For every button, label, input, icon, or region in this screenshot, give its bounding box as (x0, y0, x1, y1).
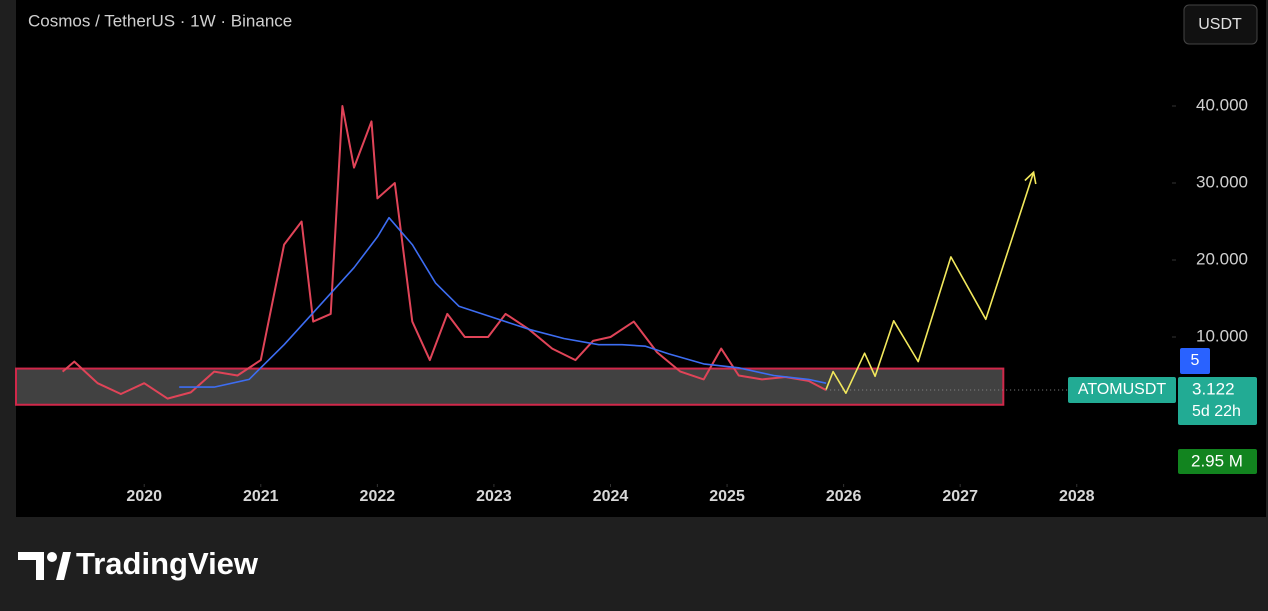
x-tick-label: 2024 (593, 488, 629, 505)
brand-logo (18, 552, 71, 580)
volume-label: 2.95 M (1191, 451, 1243, 470)
symbol-label: ATOMUSDT (1078, 381, 1167, 398)
brand-name: TradingView (76, 546, 259, 581)
x-tick-label: 2027 (942, 488, 978, 505)
series-line (179, 216, 827, 388)
y-tick-label: 20.000 (1196, 249, 1248, 268)
x-tick-label: 2020 (126, 488, 162, 505)
x-tick-label: 2021 (243, 488, 279, 505)
price-label: 3.122 (1192, 379, 1235, 398)
y-tick-label: 30.000 (1196, 172, 1248, 191)
volume-tag (1178, 449, 1257, 474)
y-tick-label: 40.000 (1196, 95, 1248, 114)
currency-button-label[interactable]: USDT (1198, 16, 1242, 33)
price-tag (1178, 376, 1257, 425)
x-tick-label: 2022 (360, 488, 396, 505)
x-tick-label: 2026 (826, 488, 862, 505)
x-tick-label: 2023 (476, 488, 512, 505)
y-tick-label: 10.000 (1196, 326, 1248, 345)
series-line (825, 171, 1035, 394)
logo-shape (18, 552, 44, 580)
currency-button[interactable] (1183, 4, 1258, 45)
symbol-tag (1068, 376, 1176, 403)
chart-title: Cosmos / TetherUS · 1W · Binance (28, 11, 292, 30)
chart-panel (16, 0, 1266, 517)
logo-shape (56, 552, 71, 580)
x-tick-label: 2028 (1059, 488, 1095, 505)
logo-dot (47, 552, 57, 562)
x-tick-label: 2025 (709, 488, 745, 505)
countdown-label: 5d 22h (1192, 403, 1241, 420)
series-line (61, 105, 827, 400)
alert-label: 5 (1191, 352, 1200, 369)
arrow-head (1024, 170, 1037, 185)
alert-tag (1180, 347, 1210, 374)
